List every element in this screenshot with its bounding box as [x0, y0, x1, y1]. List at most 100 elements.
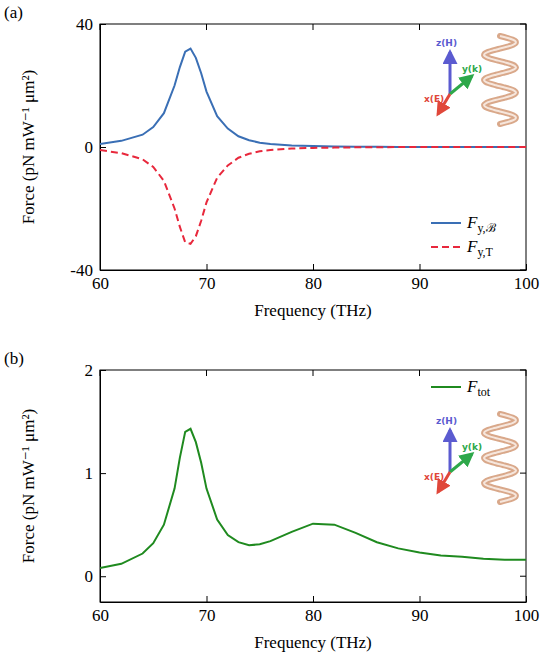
y-tick-mark: [100, 270, 106, 271]
inset-icon: z(H) y(k) x(E): [424, 414, 516, 502]
y-tick-mark-right: [520, 576, 526, 577]
x-tick-mark: [207, 264, 208, 270]
y-tick-mark: [100, 370, 106, 371]
figure: 60 70 80 90 100 -40 0 40 Frequency (THz) Force (p…: [0, 0, 543, 666]
inset-helix: [484, 36, 516, 124]
x-tick-mark: [313, 264, 314, 270]
plot-frame: [100, 24, 526, 270]
inset-arrow: [449, 430, 452, 472]
x-tick-mark-top: [206, 24, 207, 30]
x-tick: 80: [305, 596, 322, 625]
inset-label: x(E): [424, 472, 444, 482]
inset-label: y(k): [462, 64, 482, 74]
y-tick-mark: [100, 576, 106, 577]
x-tick-mark-top: [313, 370, 314, 376]
x-tick-mark: [526, 264, 527, 270]
inset-label: x(E): [424, 94, 444, 104]
x-tick: 80: [305, 264, 322, 293]
inset-label: y(k): [462, 442, 482, 452]
y-tick: 0: [85, 567, 107, 586]
y-tick-mark: [100, 147, 106, 148]
y-tick-label: 40: [76, 15, 93, 34]
x-tick: 90: [412, 264, 429, 293]
y-tick: 0: [85, 138, 107, 157]
x-axis-title: Frequency (THz): [254, 301, 372, 320]
x-tick-mark-top: [206, 370, 207, 376]
panel: 60 70 80 90 100 -40 0 40 Frequency (THz) Force (p…: [4, 3, 539, 320]
inset-helix: [484, 414, 516, 502]
x-tick-mark: [207, 596, 208, 602]
legend-label: Fy,ℬ: [466, 213, 497, 235]
x-tick: 100: [514, 596, 540, 625]
legend-swatch: [431, 222, 461, 224]
inset-arrow: [450, 76, 472, 94]
x-tick-label: 100: [514, 274, 540, 293]
x-tick-label: 60: [92, 274, 109, 293]
series-line: [100, 147, 526, 244]
y-tick-label: 2: [85, 361, 94, 380]
x-tick-mark: [420, 596, 421, 602]
x-axis-title: Frequency (THz): [254, 633, 372, 652]
panel-label: (a): [4, 3, 23, 22]
x-tick: 70: [199, 264, 216, 293]
x-tick-mark: [526, 596, 527, 602]
series-line: [100, 429, 526, 568]
inset-label: z(H): [436, 38, 457, 48]
x-tick-mark-top: [419, 24, 420, 30]
y-tick-mark-right: [520, 270, 526, 271]
y-axis: 0 1 2: [85, 361, 107, 603]
legend-swatch: [431, 386, 461, 388]
y-tick-label: 0: [85, 138, 94, 157]
x-tick-mark-top: [313, 24, 314, 30]
plot-frame: [100, 370, 526, 602]
x-tick-mark-top: [100, 24, 101, 30]
x-tick-mark-top: [419, 370, 420, 376]
y-axis-title: Force (pN mW⁻¹ μm²): [19, 70, 38, 224]
x-tick-label: 70: [199, 606, 216, 625]
y-tick: 1: [85, 464, 107, 483]
y-tick-mark-right: [520, 370, 526, 371]
legend: Ftot: [431, 377, 491, 399]
legend-label: Ftot: [466, 377, 491, 399]
panel: 60 70 80 90 100 0 1 2 Frequency (THz) Force (pN m…: [4, 349, 539, 652]
x-tick: 70: [199, 596, 216, 625]
y-tick-label: 1: [85, 464, 94, 483]
y-axis: -40 0 40: [70, 15, 106, 280]
y-tick-mark: [100, 473, 106, 474]
inset-label: z(H): [436, 416, 457, 426]
x-tick-mark-top: [100, 370, 101, 376]
y-tick-label: -40: [70, 261, 93, 280]
x-tick-label: 80: [305, 606, 322, 625]
legend-label: Fy,T: [466, 237, 494, 259]
inset-arrow: [449, 52, 452, 94]
y-tick: -40: [70, 261, 106, 280]
inset-helix-highlight: [484, 414, 516, 502]
x-tick-mark: [313, 596, 314, 602]
legend: Fy,ℬFy,T: [431, 213, 497, 259]
inset-arrow: [450, 454, 472, 472]
x-tick-mark: [420, 264, 421, 270]
y-tick: 2: [85, 361, 107, 380]
plot-area: [100, 49, 526, 244]
y-tick-mark-right: [520, 473, 526, 474]
x-tick-label: 100: [514, 606, 540, 625]
plot-area: [100, 429, 526, 568]
y-axis-title: Force (pN mW⁻¹ μm²): [19, 409, 38, 563]
y-tick-mark-right: [520, 24, 526, 25]
legend-swatch: [431, 246, 461, 248]
x-tick-label: 60: [92, 606, 109, 625]
series-line: [100, 49, 526, 147]
x-tick: 90: [412, 596, 429, 625]
x-tick-label: 70: [199, 274, 216, 293]
x-tick: 100: [514, 264, 540, 293]
x-axis-line: [101, 270, 527, 271]
x-axis: 60 70 80 90 100: [92, 264, 539, 293]
panel-label: (b): [4, 349, 24, 368]
inset-helix-highlight: [484, 36, 516, 124]
x-tick-label: 90: [412, 606, 429, 625]
x-tick-mark-top: [526, 24, 527, 30]
y-tick-mark: [100, 24, 106, 25]
x-axis: 60 70 80 90 100: [92, 596, 539, 625]
x-tick-label: 90: [412, 274, 429, 293]
inset-icon: z(H) y(k) x(E): [424, 36, 516, 124]
